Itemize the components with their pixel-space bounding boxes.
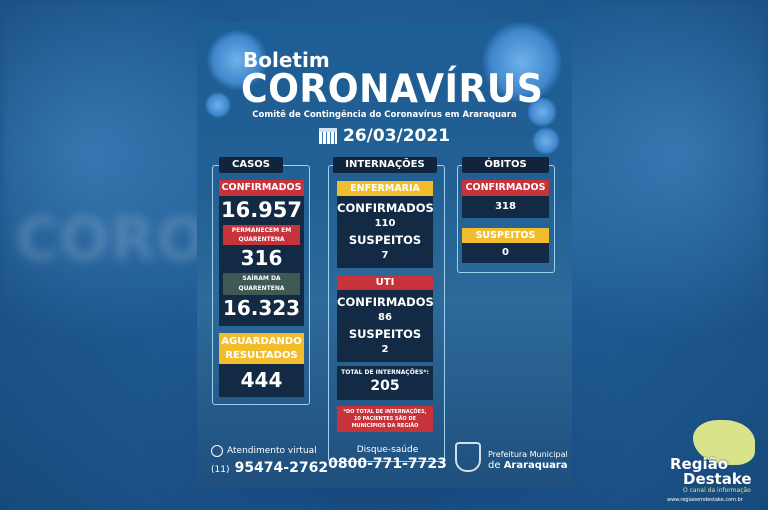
- virus-icon: [207, 30, 267, 90]
- uti-suspeitos: 2: [381, 344, 389, 355]
- virtual-phone-row: (11) 95474-2762: [211, 457, 328, 476]
- obitos-suspeitos: 0: [502, 247, 509, 258]
- virus-icon: [527, 97, 557, 127]
- enf-confirmados-label: CONFIRMADOS: [337, 201, 434, 215]
- uti-suspeitos-label: SUSPEITOS: [348, 327, 422, 341]
- virtual-label-row: Atendimento virtual: [211, 445, 317, 457]
- logo-line2: Destake: [683, 470, 752, 488]
- virtual-label: Atendimento virtual: [227, 446, 317, 456]
- virtual-prefix: (11): [211, 465, 230, 475]
- uti-confirmados-label: CONFIRMADOS: [337, 295, 434, 309]
- enf-suspeitos: 7: [381, 250, 389, 261]
- uti-data: CONFIRMADOS 86 SUSPEITOS 2: [337, 294, 434, 358]
- enfermaria-label: ENFERMARIA: [337, 181, 433, 196]
- aguardando-value: 444: [240, 368, 283, 392]
- logo-line1: Região: [670, 455, 729, 473]
- enfermaria-data: CONFIRMADOS 110 SUSPEITOS 7: [337, 200, 434, 264]
- kicker: Boletim: [243, 48, 330, 72]
- pref-line2: de Araraquara: [488, 460, 568, 471]
- disque-phone[interactable]: 0800-771-7723: [328, 456, 447, 472]
- aguardando-box: [219, 364, 304, 397]
- enf-suspeitos-label: SUSPEITOS: [348, 233, 422, 247]
- logo-url: www.regiaoemdestake.com.br: [667, 497, 743, 503]
- sairam-label: SAÍRAM DA QUARENTENA: [223, 273, 300, 295]
- virus-icon: [532, 127, 560, 155]
- casos-heading: CASOS: [219, 157, 283, 173]
- calendar-icon: [319, 128, 337, 144]
- obitos-suspeitos-label: SUSPEITOS: [462, 228, 549, 243]
- casos-confirmados-label: CONFIRMADOS: [219, 180, 304, 196]
- obitos-confirmados: 318: [495, 201, 516, 212]
- total-value: 205: [370, 378, 400, 394]
- pref-city: Araraquara: [503, 460, 568, 471]
- sairam-value: 16.323: [222, 296, 301, 320]
- quarentena-label: PERMANECEM EM QUARENTENA: [223, 225, 300, 245]
- regiao-destake-logo: Região Destake O canal da informação www…: [665, 415, 765, 508]
- total-box: [337, 366, 433, 400]
- enfermaria-box: [337, 196, 433, 268]
- disque-label: Disque-saúde: [356, 445, 419, 455]
- whatsapp-icon: [211, 445, 223, 457]
- obitos-suspeitos-box: [462, 243, 549, 263]
- subtitle: Comitê de Contingência do Coronavírus em…: [252, 110, 517, 120]
- virus-icon: [205, 92, 231, 118]
- obitos-confirmados-box: [462, 196, 549, 218]
- uti-box: [337, 290, 433, 362]
- casos-confirmados: 16.957: [220, 198, 303, 222]
- pref-de: de: [488, 460, 501, 471]
- obitos-confirmados-label: CONFIRMADOS: [462, 180, 549, 196]
- virus-icon: [482, 22, 562, 102]
- uti-label: UTI: [337, 276, 433, 290]
- enf-confirmados: 110: [374, 218, 396, 229]
- internacoes-note: *DO TOTAL DE INTERNAÇÕES, 10 PACIENTES S…: [337, 406, 433, 432]
- page-title: CORONAVÍRUS: [241, 67, 544, 112]
- internacoes-heading: INTERNAÇÕES: [333, 157, 437, 173]
- bulletin-poster: Boletim CORONAVÍRUS Comitê de Contingênc…: [197, 22, 572, 488]
- total-label: TOTAL DE INTERNAÇÕES*:: [341, 369, 429, 376]
- araraquara-coat-of-arms-icon: [455, 442, 481, 472]
- uti-confirmados: 86: [378, 312, 392, 323]
- quarentena-value: 316: [240, 246, 283, 270]
- obitos-heading: ÓBITOS: [462, 157, 549, 173]
- date-row: 26/03/2021: [319, 126, 450, 146]
- date: 26/03/2021: [343, 126, 451, 146]
- pref-line1: Prefeitura Municipal: [488, 450, 568, 459]
- virtual-phone[interactable]: 95474-2762: [234, 460, 329, 476]
- aguardando-label: AGUARDANDO RESULTADOS: [219, 333, 304, 364]
- logo-tagline: O canal da informação: [683, 487, 751, 494]
- casos-box: [219, 196, 304, 326]
